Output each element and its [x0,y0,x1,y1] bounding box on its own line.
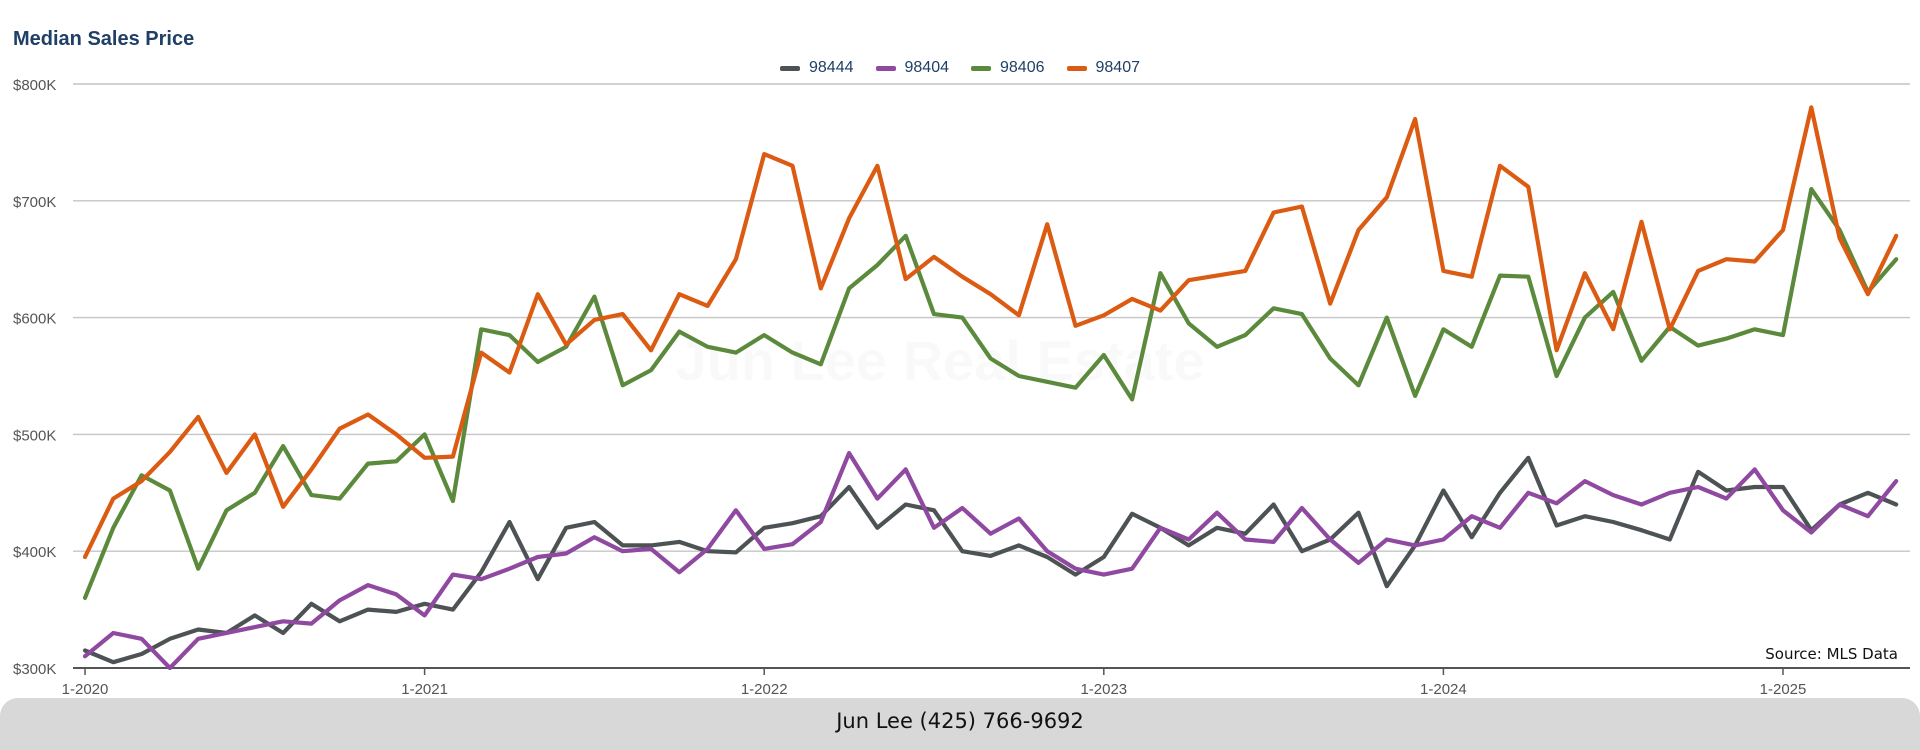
legend-label: 98406 [1000,59,1045,76]
x-tick-label: 1-2022 [741,681,788,698]
legend-swatch [1066,65,1087,71]
legend-item-98407[interactable]: 98407 [1066,59,1141,77]
x-tick-label: 1-2024 [1420,681,1467,698]
source-note: Source: MLS Data [1765,645,1898,663]
y-tick-label: $600K [13,311,56,328]
legend-swatch [875,65,896,71]
y-tick-label: $400K [13,544,56,561]
legend-label: 98407 [1095,59,1141,76]
x-tick-label: 1-2021 [401,681,448,698]
legend-label: 98404 [904,59,950,76]
footer-contact: Jun Lee (425) 766-9692 [836,709,1084,733]
legend-swatch [780,65,800,71]
line-chart: $300K $400K $500K $600K $700K $800K 1-2020 1-20… [13,77,1910,698]
footer-bar: Jun Lee (425) 766-9692 [0,698,1920,750]
legend-swatch [971,65,991,71]
legend-item-98404[interactable]: 98404 [875,59,950,77]
x-tick-label: 1-2023 [1080,681,1127,698]
legend-item-98406[interactable]: 98406 [971,59,1045,77]
series-line-98407 [82,105,1899,560]
y-tick-label: $300K [13,661,56,678]
legend-label: 98444 [809,59,854,76]
x-tick-label: 1-2020 [62,681,109,698]
y-tick-label: $800K [13,77,56,94]
chart-title: Median Sales Price [13,28,195,50]
series-line-98406 [82,187,1899,601]
series-line-98404 [82,451,1899,671]
legend-item-98444[interactable]: 98444 [780,59,854,77]
x-tick-label: 1-2025 [1760,681,1807,698]
y-tick-label: $500K [13,427,56,444]
series-line-98444 [82,455,1899,665]
legend: 98444 98404 98406 98407 [0,57,1920,79]
y-tick-label: $700K [13,194,56,211]
